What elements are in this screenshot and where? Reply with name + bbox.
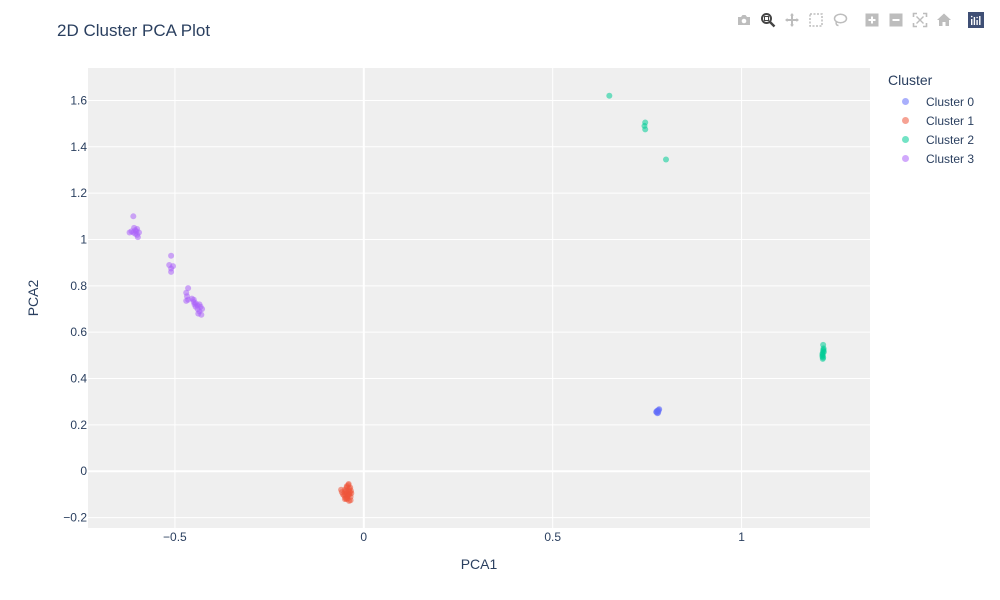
plotly-logo-icon[interactable] (964, 10, 988, 30)
y-tick-label: 0.4 (70, 372, 87, 386)
data-point[interactable] (126, 229, 133, 236)
lasso-select-icon-glyph (833, 13, 848, 27)
modebar (732, 10, 988, 30)
pan-icon-glyph (785, 13, 799, 27)
y-tick-label: 0 (80, 464, 87, 478)
data-point[interactable] (606, 92, 613, 99)
data-point[interactable] (820, 354, 827, 361)
camera-icon[interactable] (732, 10, 756, 30)
legend-marker (902, 136, 909, 143)
data-point[interactable] (190, 296, 197, 303)
camera-icon-glyph (738, 15, 750, 25)
data-point[interactable] (185, 285, 192, 292)
reset-axes-icon-glyph (937, 13, 951, 26)
data-point[interactable] (136, 229, 142, 236)
data-point[interactable] (134, 234, 141, 241)
autoscale-icon-glyph (912, 12, 928, 28)
zoom-out-icon-glyph (889, 13, 903, 27)
y-tick-label: 0.2 (70, 418, 87, 432)
data-point[interactable] (170, 263, 176, 270)
y-tick-label: 1.4 (70, 140, 87, 154)
zoom-in-icon-glyph (865, 13, 879, 27)
data-point[interactable] (168, 252, 175, 259)
zoom-out-icon[interactable] (884, 10, 908, 30)
legend-label: Cluster 2 (926, 132, 975, 147)
zoom-icon[interactable] (756, 10, 780, 30)
data-point[interactable] (820, 346, 827, 353)
box-select-icon-glyph (809, 13, 823, 27)
legend-marker (902, 117, 909, 124)
legend-item[interactable]: Cluster 3 (888, 149, 974, 168)
data-point[interactable] (130, 213, 137, 220)
data-point[interactable] (183, 297, 190, 304)
box-select-icon[interactable] (804, 10, 828, 30)
legend-label: Cluster 3 (926, 151, 975, 166)
y-tick-label: 1.6 (70, 93, 87, 107)
x-tick-label: 0.5 (544, 530, 561, 544)
data-point[interactable] (642, 126, 649, 133)
reset-axes-icon[interactable] (932, 10, 956, 30)
legend-item[interactable]: Cluster 0 (888, 92, 974, 111)
y-tick-label: 0.8 (70, 279, 87, 293)
data-point[interactable] (343, 496, 350, 503)
legend-marker (902, 98, 909, 105)
x-tick-label: −0.5 (163, 530, 187, 544)
x-tick-label: 1 (738, 530, 745, 544)
data-point[interactable] (653, 408, 660, 415)
chart-title: 2D Cluster PCA Plot (57, 21, 211, 40)
y-tick-label: −0.2 (63, 511, 87, 525)
data-point[interactable] (197, 303, 204, 310)
y-axis-title: PCA2 (25, 280, 41, 317)
data-point[interactable] (195, 310, 202, 317)
data-point[interactable] (820, 341, 827, 348)
data-point[interactable] (663, 156, 669, 163)
plot-background (88, 68, 870, 528)
legend-label: Cluster 1 (926, 113, 975, 128)
x-axis-title: PCA1 (461, 556, 498, 572)
zoom-in-icon[interactable] (860, 10, 884, 30)
y-tick-label: 1.2 (70, 186, 87, 200)
legend: Cluster Cluster 0 Cluster 1 Cluster 2 Clust… (888, 72, 974, 168)
zoom-icon-glyph (761, 13, 776, 28)
x-tick-label: 0 (360, 530, 367, 544)
legend-item[interactable]: Cluster 1 (888, 111, 974, 130)
y-tick-label: 1 (80, 232, 87, 246)
legend-marker (902, 155, 909, 162)
data-point[interactable] (346, 491, 353, 498)
legend-item[interactable]: Cluster 2 (888, 130, 974, 149)
pan-icon[interactable] (780, 10, 804, 30)
lasso-select-icon[interactable] (828, 10, 852, 30)
plotly-logo-icon-glyph (968, 12, 984, 28)
data-point[interactable] (191, 301, 198, 308)
y-tick-label: 0.6 (70, 325, 87, 339)
legend-label: Cluster 0 (926, 94, 975, 109)
legend-title: Cluster (888, 72, 933, 88)
autoscale-icon[interactable] (908, 10, 932, 30)
data-point[interactable] (168, 268, 175, 275)
